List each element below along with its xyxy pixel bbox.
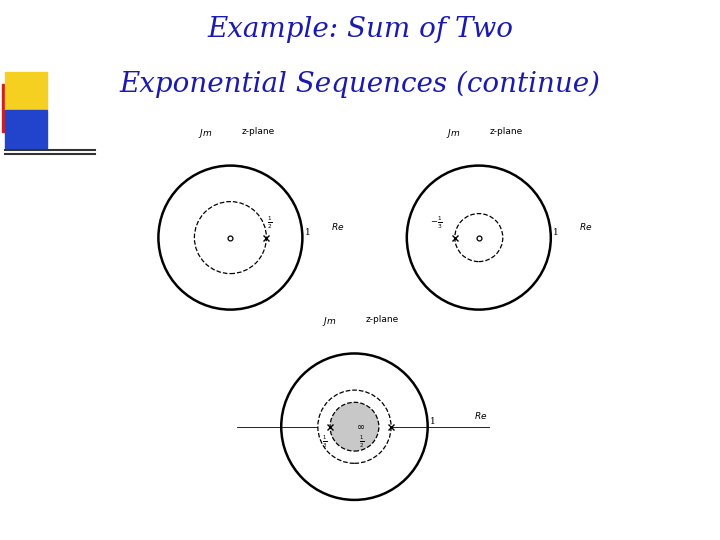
- Text: z-plane: z-plane: [490, 127, 523, 137]
- Text: $\mathit{J}m$: $\mathit{J}m$: [446, 127, 461, 140]
- Text: 1: 1: [305, 228, 310, 237]
- Text: Example: Sum of Two: Example: Sum of Two: [207, 16, 513, 43]
- Bar: [5, 72, 47, 110]
- Text: $\infty$: $\infty$: [356, 422, 365, 431]
- Circle shape: [318, 390, 391, 463]
- Circle shape: [330, 402, 379, 451]
- Circle shape: [194, 201, 266, 274]
- Text: $\mathit{J}m$: $\mathit{J}m$: [322, 315, 336, 328]
- Bar: [2, 84, 34, 132]
- Text: z-plane: z-plane: [366, 315, 399, 323]
- Text: $-\frac{1}{3}$: $-\frac{1}{3}$: [430, 215, 443, 231]
- Text: 1: 1: [430, 417, 436, 426]
- Text: $\mathit{J}m$: $\mathit{J}m$: [198, 127, 212, 140]
- Text: $\mathit{R}e$: $\mathit{R}e$: [330, 221, 344, 232]
- Text: $\frac{1}{2}$: $\frac{1}{2}$: [359, 434, 364, 450]
- Text: $\mathit{R}e$: $\mathit{R}e$: [474, 410, 487, 421]
- Text: $\frac{1}{2}$: $\frac{1}{2}$: [267, 215, 273, 231]
- Text: Exponential Sequences (continue): Exponential Sequences (continue): [120, 70, 600, 98]
- Text: z-plane: z-plane: [241, 127, 274, 137]
- Text: 1: 1: [553, 228, 559, 237]
- Bar: [5, 110, 47, 148]
- Text: $\frac{1}{3}$: $\frac{1}{3}$: [323, 434, 328, 450]
- Circle shape: [455, 214, 503, 261]
- Text: $\mathit{R}e$: $\mathit{R}e$: [579, 221, 593, 232]
